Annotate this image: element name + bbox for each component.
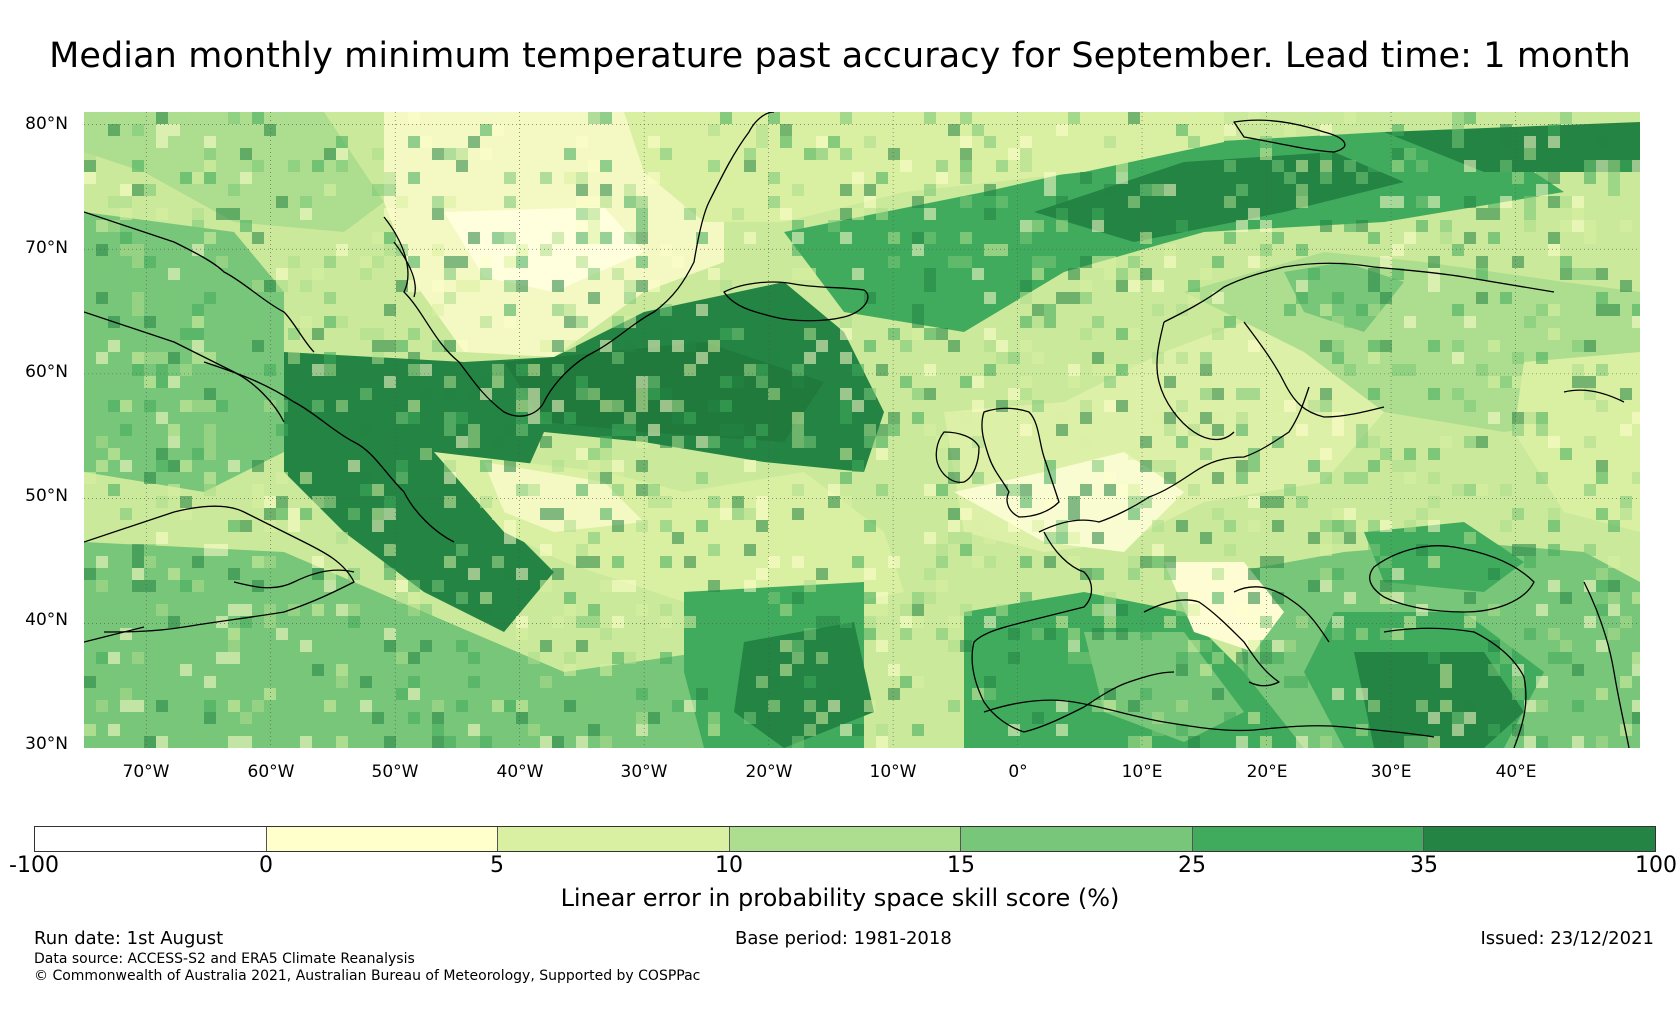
lon-label-0: 0° — [1008, 762, 1028, 782]
issued-date: Issued: 23/12/2021 — [1480, 928, 1654, 949]
run-date: Run date: 1st August — [34, 928, 224, 949]
lat-label-50n: 50°N — [25, 486, 68, 506]
colorbar-tick: -100 — [9, 853, 59, 878]
lon-label-50w: 50°W — [371, 762, 419, 782]
colorbar-tick: 25 — [1178, 853, 1206, 878]
lon-label-10w: 10°W — [869, 762, 917, 782]
colorbar-segment — [1424, 827, 1656, 851]
colorbar-label: Linear error in probability space skill … — [560, 884, 1120, 912]
lon-label-20e: 20°E — [1246, 762, 1288, 782]
base-period: Base period: 1981-2018 — [735, 928, 952, 949]
copyright: © Commonwealth of Australia 2021, Austra… — [34, 968, 701, 984]
colorbar-tick: 100 — [1635, 853, 1677, 878]
lon-label-40w: 40°W — [496, 762, 544, 782]
lon-label-10e: 10°E — [1121, 762, 1163, 782]
skill-score-map — [84, 112, 1640, 748]
lon-label-20w: 20°W — [745, 762, 793, 782]
colorbar-segment — [266, 827, 499, 851]
lat-label-70n: 70°N — [25, 238, 68, 258]
colorbar-segment — [35, 827, 267, 851]
data-source: Data source: ACCESS-S2 and ERA5 Climate … — [34, 951, 415, 967]
gridlines — [84, 112, 1640, 748]
lon-label-70w: 70°W — [122, 762, 170, 782]
colorbar — [34, 826, 1656, 852]
lat-label-40n: 40°N — [25, 610, 68, 630]
colorbar-tick: 10 — [715, 853, 743, 878]
colorbar-tick: 35 — [1410, 853, 1438, 878]
pixel-noise — [84, 112, 1640, 748]
lat-label-30n: 30°N — [25, 734, 68, 754]
colorbar-segment — [961, 827, 1193, 851]
map-title: Median monthly minimum temperature past … — [49, 36, 1631, 76]
colorbar-tick: 5 — [490, 853, 504, 878]
coastlines — [84, 112, 1630, 748]
colorbar-segment — [498, 827, 730, 851]
colorbar-segment — [729, 827, 962, 851]
lon-label-60w: 60°W — [247, 762, 295, 782]
lon-label-30e: 30°E — [1370, 762, 1412, 782]
lat-label-60n: 60°N — [25, 362, 68, 382]
colorbar-tick: 15 — [947, 853, 975, 878]
colorbar-tick: 0 — [259, 853, 273, 878]
lat-label-80n: 80°N — [25, 114, 68, 134]
lon-label-40e: 40°E — [1495, 762, 1537, 782]
colorbar-segment — [1192, 827, 1425, 851]
lon-label-30w: 30°W — [620, 762, 668, 782]
